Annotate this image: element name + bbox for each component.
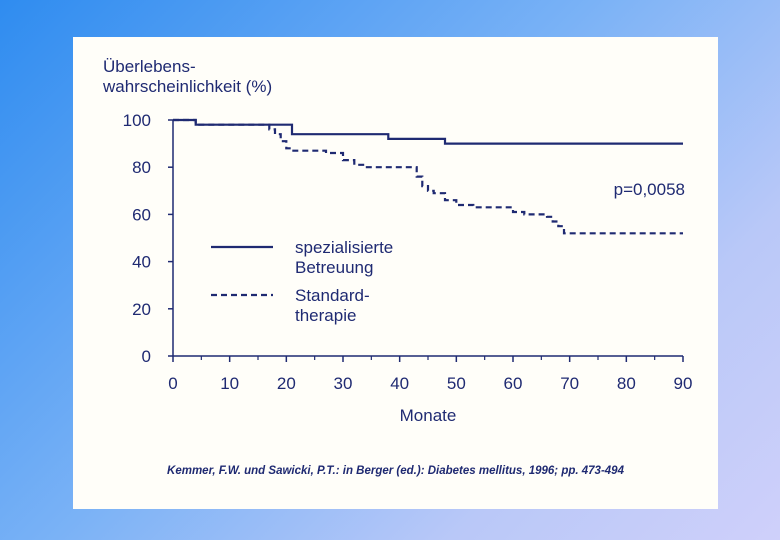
x-tick-label: 10: [220, 374, 239, 393]
y-tick-label: 100: [123, 111, 151, 130]
survival-chart: 0 20 40 60 80 100 0 10 20 30 40 50 60 70 80 90 Monate Übe…: [102, 57, 693, 425]
x-tick-label: 80: [617, 374, 636, 393]
y-tick-label: 20: [132, 300, 151, 319]
legend-label: Betreuung: [295, 258, 373, 277]
citation: Kemmer, F.W. und Sawicki, P.T.: in Berge…: [167, 465, 624, 477]
y-tick-label: 0: [142, 347, 151, 366]
x-tick-label: 40: [390, 374, 409, 393]
p-value-annotation: p=0,0058: [614, 180, 685, 199]
x-tick-label: 20: [277, 374, 296, 393]
series-line-2: [173, 118, 683, 235]
y-tick-label: 40: [132, 253, 151, 272]
x-tick-label: 0: [168, 374, 177, 393]
y-axis-label: Überlebens-: [103, 57, 196, 76]
x-tick-label: 30: [334, 374, 353, 393]
x-tick-label: 60: [504, 374, 523, 393]
y-axis-label: wahrscheinlichkeit (%): [102, 77, 272, 96]
legend-label: therapie: [295, 306, 356, 325]
y-tick-label: 60: [132, 205, 151, 224]
series-line-1: [173, 118, 683, 145]
x-tick-label: 90: [674, 374, 693, 393]
x-tick-label: 50: [447, 374, 466, 393]
slide-panel: 0 20 40 60 80 100 0 10 20 30 40 50 60 70 80 90 Monate Übe…: [73, 37, 718, 509]
legend-label: Standard-: [295, 286, 370, 305]
y-tick-label: 80: [132, 158, 151, 177]
x-axis-label: Monate: [400, 406, 457, 425]
legend-label: spezialisierte: [295, 238, 393, 257]
x-tick-label: 70: [560, 374, 579, 393]
